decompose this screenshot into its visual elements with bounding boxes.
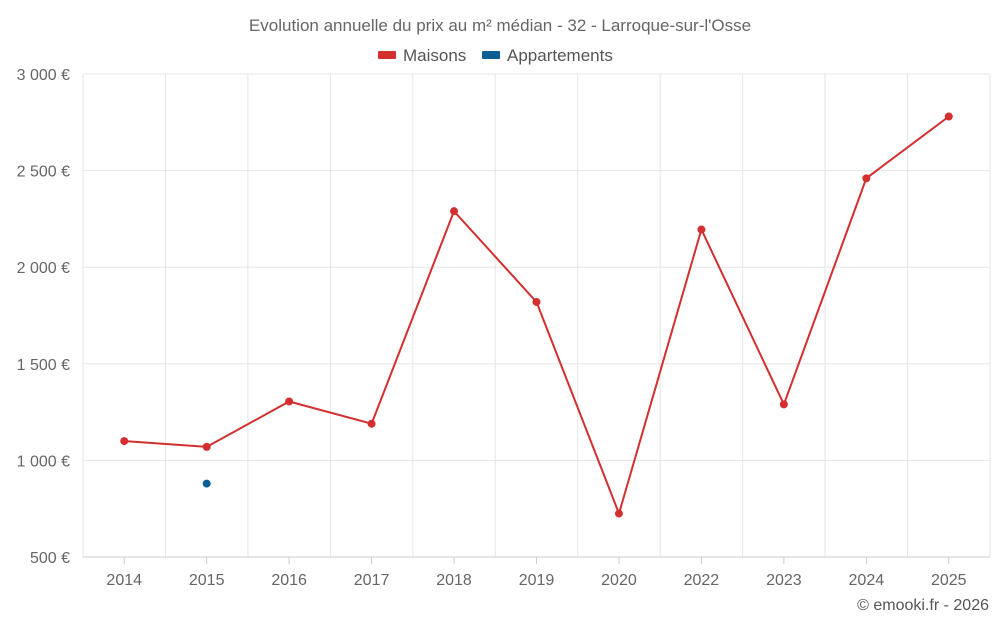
data-point-maisons-2014[interactable] <box>120 437 129 446</box>
y-tick-label: 1 500 € <box>17 357 70 374</box>
y-tick-label: 2 500 € <box>17 164 70 181</box>
data-point-maisons-2022[interactable] <box>697 225 706 234</box>
x-tick-label: 2014 <box>106 572 142 589</box>
x-tick-label: 2015 <box>189 572 225 589</box>
legend[interactable]: Maisons Appartements <box>378 46 613 65</box>
data-point-maisons-2020[interactable] <box>614 509 623 518</box>
data-point-maisons-2019[interactable] <box>532 297 541 306</box>
data-point-maisons-2015[interactable] <box>202 442 211 451</box>
x-tick-label: 2018 <box>436 572 472 589</box>
data-point-maisons-2023[interactable] <box>779 400 788 409</box>
legend-item-maisons[interactable]: Maisons <box>378 46 466 65</box>
x-tick-label: 2020 <box>601 572 637 589</box>
y-tick-label: 2 000 € <box>17 260 70 277</box>
y-tick-label: 1 000 € <box>17 453 70 470</box>
y-tick-label: 3 000 € <box>17 67 70 84</box>
x-tick-label: 2016 <box>271 572 307 589</box>
data-point-maisons-2016[interactable] <box>285 397 294 406</box>
legend-swatch-appartements <box>482 51 500 59</box>
chart-title: Evolution annuelle du prix au m² médian … <box>249 16 751 35</box>
legend-label-maisons: Maisons <box>403 46 466 65</box>
data-point-maisons-2025[interactable] <box>944 112 953 121</box>
legend-swatch-maisons <box>378 51 396 59</box>
data-point-maisons-2017[interactable] <box>367 419 376 428</box>
y-tick-label: 500 € <box>30 550 70 567</box>
chart-credit: © emooki.fr - 2026 <box>857 597 989 614</box>
x-tick-label: 2025 <box>931 572 967 589</box>
x-tick-label: 2019 <box>519 572 555 589</box>
x-tick-label: 2022 <box>684 572 720 589</box>
data-point-maisons-2024[interactable] <box>862 174 871 183</box>
x-tick-label: 2024 <box>849 572 885 589</box>
grid-layer <box>82 73 991 558</box>
series-layer <box>120 112 953 518</box>
data-point-appartements-2015[interactable] <box>202 479 211 488</box>
axis-layer: 500 € 1 000 € 1 500 € 2 000 € 2 500 € 3 000 €… <box>17 67 990 589</box>
x-tick-label: 2017 <box>354 572 390 589</box>
legend-label-appartements: Appartements <box>507 46 613 65</box>
data-point-maisons-2018[interactable] <box>450 207 459 216</box>
x-tick-label: 2023 <box>766 572 802 589</box>
legend-item-appartements[interactable]: Appartements <box>482 46 613 65</box>
